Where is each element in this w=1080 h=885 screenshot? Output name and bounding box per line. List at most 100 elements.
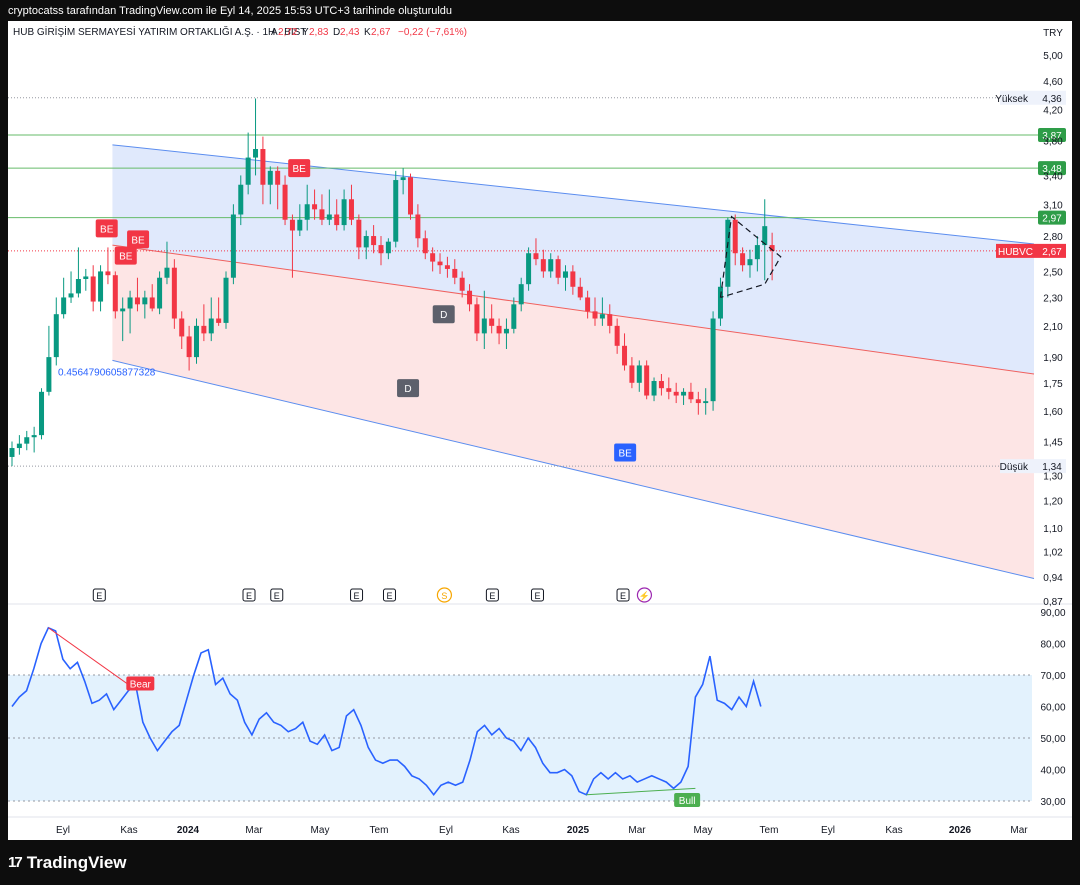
- candle-body-0: [9, 448, 15, 457]
- time-tick-7: Kas: [502, 825, 519, 836]
- candle-body-103: [769, 245, 775, 251]
- candle-body-44: [334, 214, 340, 226]
- ohlc-value-0: 2,72: [278, 27, 298, 38]
- price-tick-4: 3,40: [1043, 171, 1063, 182]
- tradingview-logo: 17 TradingView: [8, 848, 127, 878]
- event-label-6: E: [489, 591, 495, 601]
- tradingview-logo-text: TradingView: [26, 853, 127, 872]
- candle-body-59: [444, 265, 450, 269]
- marker-label-6: BE: [618, 448, 632, 459]
- event-earnings-7: [530, 588, 544, 602]
- marker-0: [95, 219, 118, 238]
- marker-3: [288, 159, 311, 178]
- rsi-tick-6: 30,00: [1040, 797, 1065, 808]
- marker-label-2: BE: [131, 235, 145, 246]
- currency-label: TRY: [1043, 28, 1063, 39]
- event-earnings-0: [92, 588, 106, 602]
- time-tick-2: 2024: [177, 825, 200, 836]
- candle-body-73: [548, 259, 554, 272]
- event-label-8: E: [620, 591, 626, 601]
- candle-body-51: [385, 241, 391, 254]
- price-line-tag-1: [1038, 161, 1066, 176]
- chart-panel: 0.4564790605877328 3,87 3,48 2,97 Yüksek 4,36…: [8, 21, 1072, 840]
- rsi-line: [11, 626, 762, 797]
- chart-canvas[interactable]: 0.4564790605877328 3,87 3,48 2,97 Yüksek 4,36…: [8, 21, 1072, 840]
- marker-label-0: BE: [100, 224, 114, 235]
- time-tick-0: Eyl: [56, 825, 70, 836]
- time-tick-4: May: [311, 825, 330, 836]
- event-label-5: S: [441, 591, 447, 601]
- candle-body-7: [61, 297, 67, 315]
- price-change: −0,22 (−7,61%): [398, 27, 467, 38]
- price-tick-0: 5,00: [1043, 51, 1063, 62]
- candle-body-42: [319, 209, 325, 220]
- candle-body-83: [622, 345, 628, 366]
- channel-mid-line: [112, 244, 1035, 375]
- candle-body-94: [703, 401, 709, 404]
- ohlc-value-3: 2,67: [371, 27, 391, 38]
- event-label-9: ⚡: [639, 590, 650, 602]
- candle-body-69: [518, 284, 524, 305]
- price-tick-16: 1,10: [1043, 524, 1063, 535]
- candle-body-40: [304, 204, 310, 220]
- time-tick-9: Mar: [628, 825, 646, 836]
- candle-body-22: [171, 267, 177, 319]
- candle-body-72: [540, 259, 546, 272]
- rsi-tick-1: 80,00: [1040, 640, 1065, 651]
- ohlc-value-1: 2,83: [309, 27, 329, 38]
- rsi-tick-5: 40,00: [1040, 766, 1065, 777]
- price-line-tag-0: [1038, 127, 1066, 142]
- candle-body-30: [230, 214, 236, 278]
- time-tick-5: Tem: [370, 825, 389, 836]
- symbol-title: HUB GİRİŞİM SERMAYESİ YATIRIM ORTAKLIĞI …: [13, 25, 306, 38]
- candle-body-102: [762, 226, 768, 246]
- price-tick-13: 1,45: [1043, 438, 1063, 449]
- candle-body-13: [105, 271, 111, 276]
- candle-body-61: [459, 277, 465, 291]
- price-line-value-1: 3,48: [1042, 164, 1062, 175]
- event-label-4: E: [386, 591, 392, 601]
- high-price-tag-bg: [1000, 90, 1066, 105]
- candle-body-28: [216, 318, 222, 323]
- event-label-1: E: [246, 591, 252, 601]
- price-tick-10: 1,90: [1043, 353, 1063, 364]
- marker-5: [432, 305, 455, 324]
- candle-body-100: [747, 259, 753, 266]
- high-price-value: 4,36: [1042, 94, 1062, 105]
- candle-body-34: [260, 149, 266, 185]
- event-earnings-3: [350, 588, 364, 602]
- last-price-value: 2,67: [1042, 247, 1062, 258]
- candle-body-62: [467, 290, 473, 305]
- marker-2: [127, 230, 150, 249]
- candle-body-95: [710, 318, 716, 402]
- candle-body-66: [496, 325, 502, 334]
- candle-body-74: [555, 259, 561, 278]
- candle-body-86: [644, 365, 650, 396]
- event-earnings-1: [242, 588, 256, 602]
- candle-body-31: [238, 184, 244, 215]
- candle-body-15: [120, 308, 126, 312]
- channel-upper-line: [112, 144, 1035, 245]
- candle-body-88: [658, 381, 664, 389]
- candle-body-50: [378, 245, 384, 254]
- last-price-symbol: HUBVC: [998, 247, 1033, 258]
- marker-1: [114, 246, 137, 265]
- event-earnings-2: [270, 588, 284, 602]
- candle-body-85: [636, 365, 642, 383]
- low-price-tag-bg: [1000, 459, 1066, 474]
- time-tick-6: Eyl: [439, 825, 453, 836]
- time-tick-3: Mar: [245, 825, 263, 836]
- bear-label: [126, 676, 155, 691]
- event-label-7: E: [534, 591, 540, 601]
- candle-body-49: [371, 236, 377, 246]
- candle-body-39: [297, 219, 303, 231]
- candle-body-64: [481, 318, 487, 334]
- candle-body-35: [267, 170, 273, 185]
- candle-body-90: [673, 391, 679, 396]
- candle-body-24: [186, 336, 192, 358]
- candle-body-8: [68, 293, 74, 298]
- event-label-3: E: [354, 591, 360, 601]
- price-tick-17: 1,02: [1043, 547, 1063, 558]
- candle-body-97: [725, 219, 731, 287]
- tradingview-logo-icon: 17: [8, 854, 23, 871]
